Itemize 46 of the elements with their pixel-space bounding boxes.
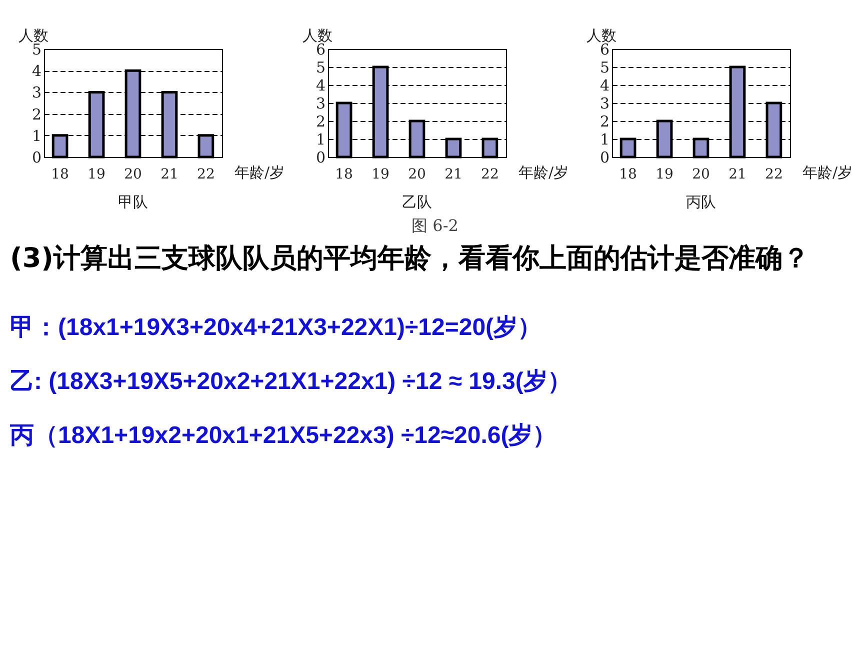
text: 丙（18X1+19x2+20x1+21X5+22x3) ÷12≈20.6(岁） bbox=[10, 421, 558, 451]
y-tick-label: 0 bbox=[600, 148, 610, 166]
caption: 图 6-2 bbox=[410, 216, 460, 237]
y-tick-label: 5 bbox=[600, 58, 610, 76]
text: (3)计算出三支球队队员的平均年龄，看看你上面的估计是否准确？ bbox=[10, 242, 810, 276]
x-tick-label: 22 bbox=[765, 166, 783, 182]
x-axis-title: 年龄/岁 bbox=[802, 164, 853, 182]
x-tick-label: 18 bbox=[335, 166, 353, 182]
text: 甲：(18x1+19X3+20x4+21X3+22X1)÷12=20(岁） bbox=[10, 313, 543, 343]
y-tick-label: 3 bbox=[32, 84, 42, 102]
y-tick-label: 4 bbox=[316, 76, 326, 94]
x-tick-label: 22 bbox=[197, 166, 215, 182]
y-tick-label: 0 bbox=[316, 148, 326, 166]
y-tick-label: 4 bbox=[600, 76, 610, 94]
y-tick-label: 2 bbox=[600, 112, 610, 130]
x-tick-label: 21 bbox=[728, 166, 746, 182]
x-tick-label: 20 bbox=[408, 166, 426, 182]
y-tick-label: 2 bbox=[32, 105, 42, 124]
y-tick-label: 1 bbox=[316, 130, 326, 148]
y-tick-label: 1 bbox=[32, 126, 42, 145]
x-tick-label: 21 bbox=[160, 166, 178, 182]
y-tick-label: 5 bbox=[316, 58, 326, 76]
y-tick-label: 1 bbox=[600, 130, 610, 148]
y-axis-title: 人数 bbox=[302, 26, 332, 44]
y-tick-label: 3 bbox=[600, 94, 610, 112]
y-tick-label: 0 bbox=[32, 148, 42, 166]
text: 乙队 bbox=[402, 193, 432, 211]
x-tick-label: 18 bbox=[619, 166, 637, 182]
x-tick-label: 19 bbox=[656, 166, 674, 182]
x-tick-label: 20 bbox=[692, 166, 710, 182]
y-tick-label: 2 bbox=[316, 112, 326, 130]
y-axis-title: 人数 bbox=[18, 26, 48, 44]
text: 丙队 bbox=[686, 193, 716, 211]
x-tick-label: 21 bbox=[444, 166, 462, 182]
x-tick-label: 20 bbox=[124, 166, 142, 182]
text: 乙: (18X3+19X5+20x2+21X1+22x1) ÷12 ≈ 19.3(岁） bbox=[10, 367, 572, 397]
x-axis-title: 年龄/岁 bbox=[234, 164, 285, 182]
y-axis-title: 人数 bbox=[586, 26, 616, 44]
y-tick-label: 3 bbox=[316, 94, 326, 112]
x-axis-title: 年龄/岁 bbox=[518, 164, 569, 182]
y-tick-label: 4 bbox=[32, 62, 42, 80]
x-tick-label: 19 bbox=[88, 166, 106, 182]
x-tick-label: 19 bbox=[372, 166, 390, 182]
text: 甲队 bbox=[118, 193, 148, 211]
x-tick-label: 18 bbox=[51, 166, 69, 182]
x-tick-label: 22 bbox=[481, 166, 499, 182]
